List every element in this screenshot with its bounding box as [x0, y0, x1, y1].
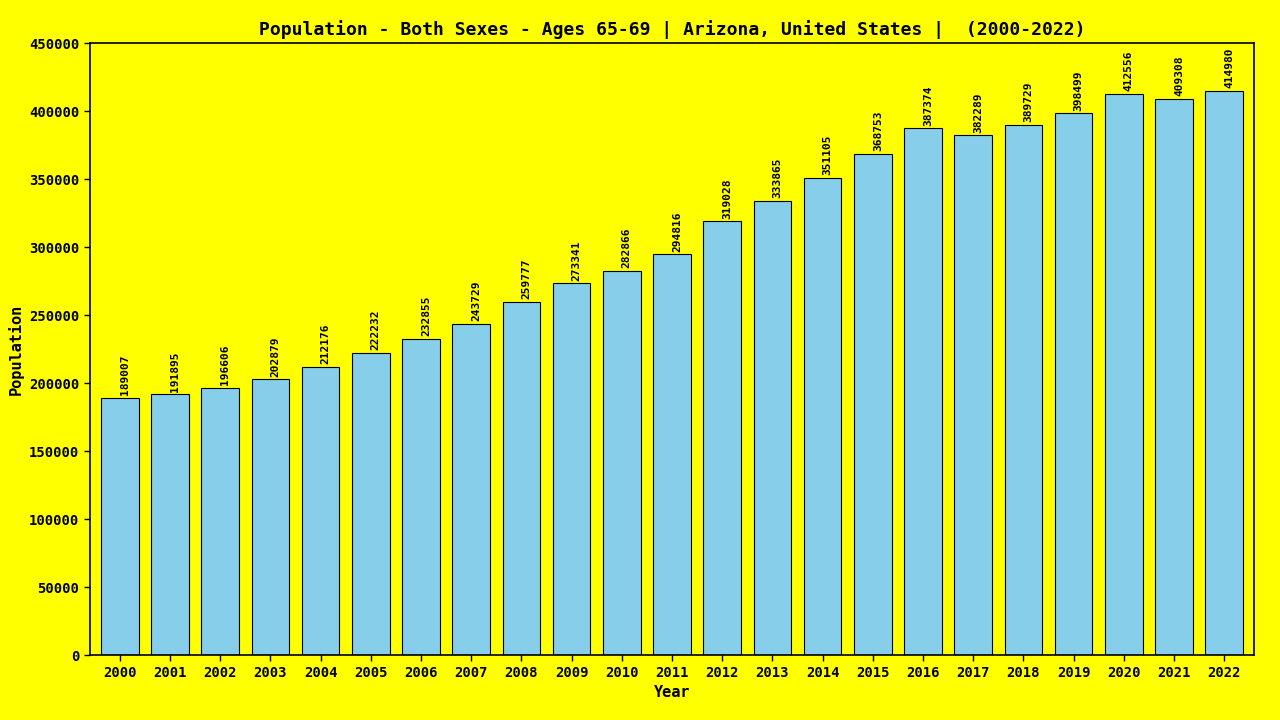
Text: 243729: 243729	[471, 281, 481, 321]
Text: 191895: 191895	[170, 351, 180, 392]
Text: 202879: 202879	[270, 336, 280, 377]
Text: 294816: 294816	[672, 211, 682, 251]
Bar	[1055, 113, 1093, 655]
Text: 282866: 282866	[622, 228, 632, 268]
Bar	[1156, 99, 1193, 655]
Text: 414980: 414980	[1224, 48, 1234, 88]
Text: 389729: 389729	[1024, 82, 1033, 122]
Text: 387374: 387374	[923, 85, 933, 126]
Y-axis label: Population: Population	[8, 304, 23, 395]
Bar	[955, 135, 992, 655]
Bar	[452, 324, 490, 655]
Bar	[352, 353, 389, 655]
Bar	[1005, 125, 1042, 655]
Bar	[1105, 94, 1143, 655]
Bar	[653, 254, 691, 655]
Bar	[151, 395, 188, 655]
Text: 319028: 319028	[722, 178, 732, 219]
Bar	[201, 388, 239, 655]
Bar	[904, 128, 942, 655]
Bar	[503, 302, 540, 655]
Text: 333865: 333865	[772, 158, 782, 199]
Bar	[251, 379, 289, 655]
Text: 196606: 196606	[220, 345, 230, 385]
Text: 412556: 412556	[1124, 51, 1134, 91]
Bar	[553, 284, 590, 655]
Text: 189007: 189007	[120, 355, 129, 395]
Title: Population - Both Sexes - Ages 65-69 | Arizona, United States |  (2000-2022): Population - Both Sexes - Ages 65-69 | A…	[259, 20, 1085, 39]
Bar	[804, 178, 841, 655]
Bar	[101, 398, 138, 655]
Bar	[704, 221, 741, 655]
Text: 232855: 232855	[421, 295, 431, 336]
Text: 273341: 273341	[572, 240, 581, 281]
Text: 398499: 398499	[1074, 70, 1084, 111]
Text: 212176: 212176	[320, 323, 330, 364]
Text: 368753: 368753	[873, 110, 883, 151]
Text: 382289: 382289	[973, 92, 983, 132]
Text: 222232: 222232	[371, 310, 380, 350]
Bar	[1206, 91, 1243, 655]
Bar	[402, 338, 440, 655]
X-axis label: Year: Year	[654, 685, 690, 700]
Bar	[302, 366, 339, 655]
Text: 351105: 351105	[823, 135, 832, 175]
Bar	[603, 271, 640, 655]
Bar	[854, 153, 892, 655]
Text: 259777: 259777	[521, 258, 531, 300]
Bar	[754, 201, 791, 655]
Text: 409308: 409308	[1174, 55, 1184, 96]
